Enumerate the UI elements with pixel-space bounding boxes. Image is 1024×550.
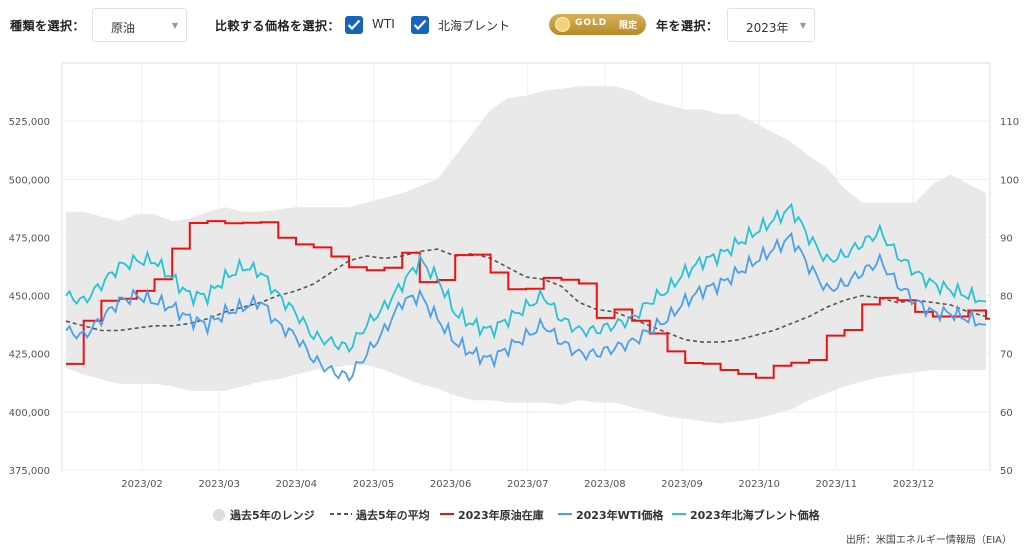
brent-2023-line <box>65 202 987 354</box>
legend-item-wti[interactable]: 2023年WTI価格 <box>558 507 663 523</box>
y-left-tick-label: 500,000 <box>9 175 50 186</box>
y-right-tick-label: 100 <box>1000 175 1019 186</box>
y-right-tick-label: 80 <box>1000 292 1013 303</box>
y-left-tick-label: 425,000 <box>9 350 50 361</box>
x-tick-label: 2023/02 <box>121 479 163 490</box>
x-tick-label: 2023/06 <box>430 479 472 490</box>
x-tick-label: 2023/04 <box>276 479 318 490</box>
checkmark-icon <box>347 19 361 31</box>
type-select-value: 原油 <box>111 21 136 35</box>
gold-badge: GOLD 限定 <box>549 14 646 35</box>
legend-label-brent: 2023年北海ブレント価格 <box>690 509 820 522</box>
y-left-tick-label: 450,000 <box>9 292 50 303</box>
legend-item-inventory[interactable]: 2023年原油在庫 <box>440 507 544 523</box>
y-right-tick-label: 60 <box>1000 408 1013 419</box>
legend-item-range[interactable]: 過去5年のレンジ <box>213 507 315 523</box>
x-tick-label: 2023/10 <box>738 479 780 490</box>
y-right-tick-label: 50 <box>1000 466 1013 477</box>
y-left-tick-label: 475,000 <box>9 233 50 244</box>
x-tick-label: 2023/12 <box>893 479 935 490</box>
y-right-tick-label: 90 <box>1000 233 1013 244</box>
x-tick-label: 2023/08 <box>584 479 626 490</box>
y-right-tick-label: 110 <box>1000 117 1019 128</box>
source-note: 出所：米国エネルギー情報局（EIA） <box>845 535 1012 546</box>
x-tick-label: 2023/03 <box>198 479 240 490</box>
checkmark-icon <box>413 19 427 31</box>
gold-badge-sub: 限定 <box>619 21 638 31</box>
wti-2023-line <box>65 231 987 383</box>
legend-swatch-range <box>213 509 225 521</box>
chevron-down-icon: ▼ <box>799 21 806 30</box>
legend-swatch-wti <box>558 513 572 515</box>
inventory-2023-line <box>66 220 990 379</box>
legend-label-avg: 過去5年の平均 <box>356 509 430 522</box>
type-select[interactable]: 原油 ▼ <box>92 8 187 42</box>
gold-badge-text: GOLD <box>575 18 608 28</box>
chevron-down-icon: ▼ <box>171 21 178 30</box>
x-tick-label: 2023/11 <box>816 479 858 490</box>
year-select[interactable]: 2023年 ▼ <box>727 8 815 42</box>
y-right-tick-label: 70 <box>1000 350 1013 361</box>
year-select-value: 2023年 <box>746 21 789 35</box>
brent-checkbox-label: 北海ブレント <box>438 19 511 33</box>
legend-swatch-avg <box>330 513 352 515</box>
legend-label-range: 過去5年のレンジ <box>230 509 315 522</box>
legend-item-avg[interactable]: 過去5年の平均 <box>330 507 430 523</box>
x-tick-label: 2023/09 <box>661 479 703 490</box>
x-tick-label: 2023/05 <box>353 479 395 490</box>
wti-checkbox-label: WTI <box>372 17 395 31</box>
y-left-tick-label: 375,000 <box>9 466 50 477</box>
y-left-tick-label: 400,000 <box>9 408 50 419</box>
avg-5yr-line <box>65 248 987 343</box>
wti-checkbox[interactable] <box>345 16 363 34</box>
coin-icon <box>555 17 570 32</box>
compare-label: 比較する価格を選択： <box>215 19 341 33</box>
legend-label-wti: 2023年WTI価格 <box>576 509 664 522</box>
x-tick-label: 2023/07 <box>507 479 549 490</box>
legend-label-inventory: 2023年原油在庫 <box>458 509 544 522</box>
legend-item-brent[interactable]: 2023年北海ブレント価格 <box>672 507 820 523</box>
y-left-tick-label: 525,000 <box>9 117 50 128</box>
legend-swatch-inventory <box>440 513 454 515</box>
type-label: 種類を選択： <box>10 19 86 33</box>
brent-checkbox[interactable] <box>411 16 429 34</box>
year-label: 年を選択： <box>656 19 719 33</box>
legend-swatch-brent <box>672 513 686 515</box>
